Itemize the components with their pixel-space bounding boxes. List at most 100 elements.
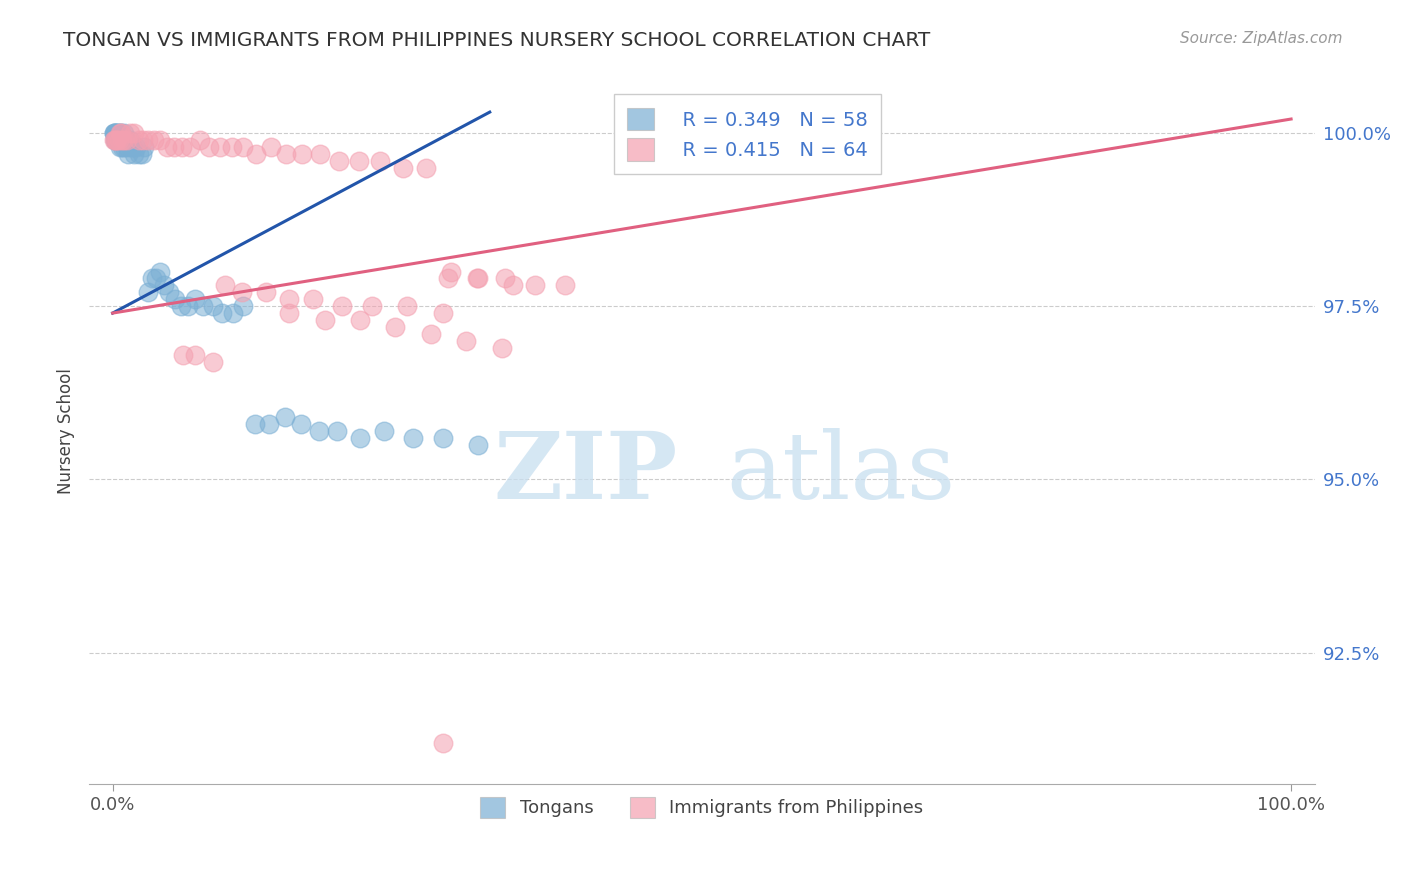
Point [110, 126, 132, 140]
Point [149, 133, 172, 147]
Point [302, 292, 325, 306]
Point [198, 140, 221, 154]
Point [232, 140, 254, 154]
Point [373, 424, 395, 438]
Point [384, 320, 406, 334]
Point [117, 146, 139, 161]
Point [221, 140, 243, 154]
Point [142, 133, 165, 147]
Point [231, 285, 253, 300]
Point [121, 140, 143, 154]
Point [110, 126, 132, 140]
Point [172, 140, 194, 154]
Point [105, 133, 128, 147]
Point [108, 140, 131, 154]
Point [432, 736, 454, 750]
Point [259, 140, 281, 154]
Point [214, 278, 236, 293]
Point [112, 126, 135, 140]
Point [391, 161, 413, 175]
Point [111, 133, 134, 147]
Point [349, 431, 371, 445]
Point [114, 133, 136, 147]
Point [314, 313, 336, 327]
Point [112, 133, 135, 147]
Point [361, 299, 384, 313]
Point [232, 299, 254, 313]
Point [104, 126, 127, 140]
Point [211, 306, 233, 320]
Point [128, 133, 150, 147]
Point [120, 133, 142, 147]
Point [111, 133, 134, 147]
Point [290, 417, 312, 431]
Point [245, 146, 267, 161]
Point [274, 146, 297, 161]
Point [278, 292, 301, 306]
Point [149, 264, 172, 278]
Legend: Tongans, Immigrants from Philippines: Tongans, Immigrants from Philippines [472, 789, 931, 825]
Y-axis label: Nursery School: Nursery School [58, 368, 75, 494]
Point [332, 299, 354, 313]
Point [105, 133, 128, 147]
Point [128, 146, 150, 161]
Point [415, 161, 437, 175]
Point [188, 133, 211, 147]
Point [163, 140, 186, 154]
Point [432, 306, 454, 320]
Point [502, 278, 524, 293]
Point [105, 126, 128, 140]
Point [172, 348, 194, 362]
Point [165, 292, 187, 306]
Point [193, 299, 215, 313]
Point [245, 417, 267, 431]
Point [107, 133, 129, 147]
Point [107, 133, 129, 147]
Point [112, 140, 135, 154]
Point [157, 285, 180, 300]
Point [291, 146, 314, 161]
Point [110, 133, 132, 147]
Text: Source: ZipAtlas.com: Source: ZipAtlas.com [1180, 31, 1343, 46]
Point [105, 133, 128, 147]
Point [254, 285, 277, 300]
Point [308, 424, 330, 438]
Point [112, 133, 135, 147]
Point [136, 133, 159, 147]
Point [103, 133, 125, 147]
Point [494, 271, 516, 285]
Point [222, 306, 245, 320]
Point [437, 271, 460, 285]
Point [122, 126, 145, 140]
Point [105, 133, 128, 147]
Point [201, 299, 224, 313]
Point [349, 313, 371, 327]
Point [467, 271, 489, 285]
Point [108, 126, 131, 140]
Point [467, 438, 489, 452]
Point [122, 146, 145, 161]
Point [121, 140, 143, 154]
Point [108, 126, 131, 140]
Point [104, 126, 127, 140]
Point [432, 431, 454, 445]
Point [156, 140, 179, 154]
Point [177, 299, 200, 313]
Point [145, 271, 167, 285]
Point [419, 326, 441, 341]
Point [208, 140, 231, 154]
Point [325, 424, 347, 438]
Point [103, 126, 125, 140]
Point [456, 334, 478, 348]
Point [184, 348, 207, 362]
Point [105, 126, 128, 140]
Point [120, 126, 142, 140]
Point [105, 133, 128, 147]
Point [103, 126, 125, 140]
Text: ZIP: ZIP [494, 428, 678, 518]
Point [104, 133, 127, 147]
Point [115, 133, 138, 147]
Point [136, 285, 159, 300]
Point [440, 264, 463, 278]
Text: TONGAN VS IMMIGRANTS FROM PHILIPPINES NURSERY SCHOOL CORRELATION CHART: TONGAN VS IMMIGRANTS FROM PHILIPPINES NU… [63, 31, 931, 50]
